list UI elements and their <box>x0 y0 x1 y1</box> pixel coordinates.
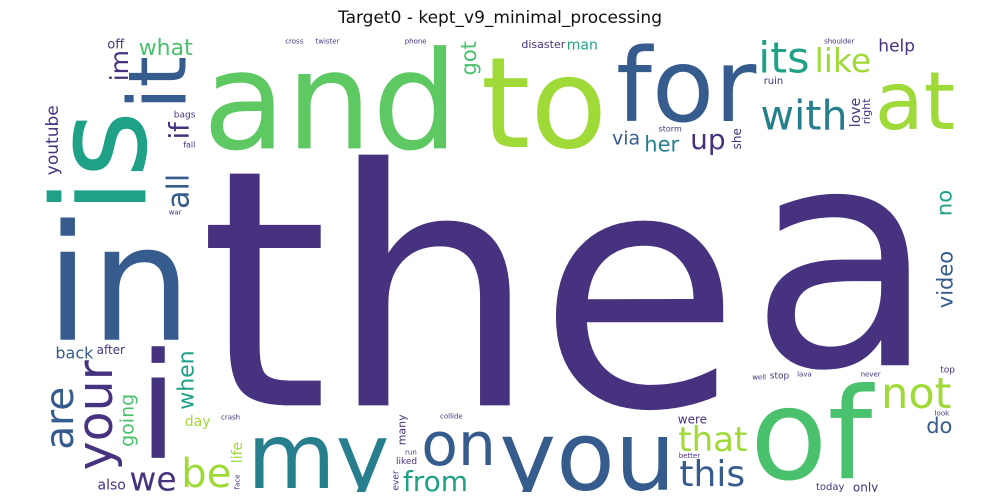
word-never: never <box>861 371 881 379</box>
word-you: you <box>499 401 675 492</box>
word-also: also <box>98 478 126 493</box>
word-be: be <box>181 451 231 492</box>
word-man: man <box>567 38 598 54</box>
word-cross: cross <box>285 38 304 46</box>
word-no: no <box>933 190 956 216</box>
chart-title: Target0 - kept_v9_minimal_processing <box>338 8 662 28</box>
word-many: many <box>396 414 409 445</box>
word-only: only <box>853 480 878 492</box>
word-back: back <box>55 344 94 363</box>
word-that: that <box>678 420 747 460</box>
word-via: via <box>612 128 640 150</box>
word-liked: liked <box>396 457 417 467</box>
word-ever: ever <box>391 470 401 490</box>
word-fall: fall <box>183 141 195 150</box>
word-the: the <box>199 99 741 483</box>
word-she: she <box>730 128 744 149</box>
word-what: what <box>139 38 193 61</box>
word-twister: twister <box>316 38 340 46</box>
word-do: do <box>926 414 952 438</box>
word-run: run <box>405 448 417 456</box>
word-love: love <box>848 98 864 127</box>
word-storm: storm <box>659 124 682 133</box>
word-disaster: disaster <box>521 38 565 51</box>
word-off: off <box>107 38 125 52</box>
word-im: im <box>105 50 134 81</box>
word-crash: crash <box>221 414 240 422</box>
word-were: were <box>678 413 707 427</box>
word-in: in <box>45 191 192 378</box>
word-got: got <box>457 41 481 75</box>
word-ruin: ruin <box>764 76 784 87</box>
word-her: her <box>644 132 679 156</box>
word-collide: collide <box>440 413 463 421</box>
word-a: a <box>749 82 937 438</box>
word-better: better <box>679 452 701 460</box>
word-up: up <box>690 123 726 156</box>
word-top: top <box>940 366 955 376</box>
word-its: its <box>758 38 809 83</box>
word-all: all <box>162 174 197 209</box>
word-when: when <box>175 350 200 409</box>
word-look: look <box>935 410 951 418</box>
word-for: for <box>616 38 756 146</box>
word-youtube: youtube <box>44 105 63 175</box>
word-day: day <box>185 414 211 430</box>
word-face: face <box>233 474 241 489</box>
word-it: it <box>112 56 205 110</box>
word-if: if <box>165 121 196 140</box>
word-not: not <box>881 369 951 419</box>
word-lava: lava <box>797 371 812 379</box>
word-at: at <box>875 55 955 148</box>
word-and: and <box>203 38 459 181</box>
word-are: are <box>44 387 83 450</box>
word-today: today <box>816 482 845 492</box>
word-my: my <box>247 405 390 492</box>
word-with: with <box>761 92 848 140</box>
word-bags: bags <box>174 111 196 121</box>
word-phone: phone <box>405 38 427 46</box>
word-is: is <box>44 110 176 214</box>
word-well: well <box>752 374 766 382</box>
word-i: i <box>138 322 179 492</box>
word-going: going <box>117 394 139 447</box>
word-help: help <box>878 38 915 57</box>
word-war: war <box>169 209 182 217</box>
word-from: from <box>403 465 468 492</box>
word-video: video <box>933 251 956 308</box>
word-to: to <box>481 38 608 177</box>
word-of: of <box>750 361 876 492</box>
word-after: after <box>97 343 125 357</box>
word-your: your <box>67 359 124 470</box>
word-like: like <box>815 41 872 80</box>
word-stop: stop <box>770 371 790 381</box>
word-cloud-panel: the a to and in of i is for you my your on it at this no… <box>44 38 956 492</box>
word-we: we <box>129 460 176 492</box>
word-right: right <box>860 98 873 125</box>
word-life: life <box>230 442 246 463</box>
word-shoulder: shoulder <box>824 38 854 46</box>
word-on: on <box>421 410 496 480</box>
word-this: this <box>679 454 745 492</box>
